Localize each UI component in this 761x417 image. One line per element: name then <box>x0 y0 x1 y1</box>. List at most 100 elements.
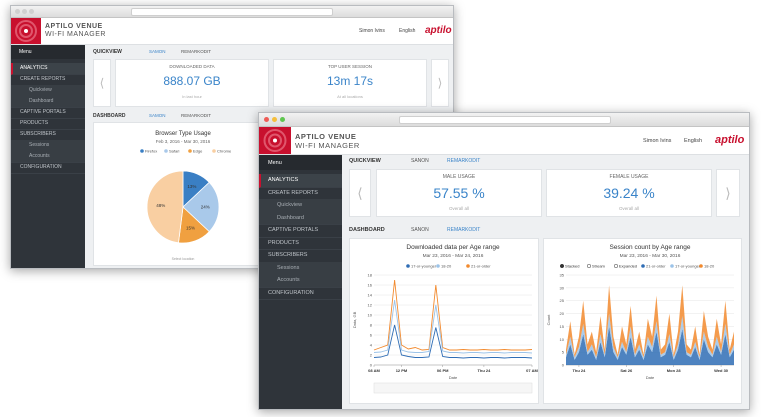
legend-swatch <box>699 264 703 268</box>
minimize-button[interactable] <box>272 117 277 122</box>
brand-name: APTILO VENUE <box>295 132 357 141</box>
sidebar: Menu ANALYTICS CREATE REPORTS Quickview Das… <box>259 155 342 409</box>
card-label: MALE USAGE <box>442 174 476 180</box>
legend-swatch <box>466 264 470 268</box>
pie-slice <box>146 170 184 244</box>
y-tick-label: 8 <box>370 323 373 328</box>
menu-item[interactable]: PRODUCTS <box>11 118 85 130</box>
slice-label: 24% <box>201 205 210 210</box>
line-chart: Downloaded data per Age range Mar 23, 201… <box>352 244 538 394</box>
menu-item[interactable]: CONFIGURATION <box>259 287 342 300</box>
prev-arrow[interactable]: ⟨ <box>93 59 111 107</box>
submenu-item[interactable]: Quickview <box>259 199 342 213</box>
next-arrow[interactable]: ⟩ <box>431 59 449 107</box>
menu-item[interactable]: CONFIGURATION <box>11 162 85 174</box>
legend-label: 21-or-older <box>646 264 666 269</box>
menu-header: Menu <box>259 155 342 170</box>
section-title: DASHBOARD <box>349 227 385 233</box>
chart-subtitle: Feb 3, 2016 - Mar 30, 2016 <box>156 139 211 144</box>
range-selector <box>373 382 533 394</box>
chart-title: Browser Type Usage <box>155 131 211 137</box>
menu-item[interactable]: CREATE REPORTS <box>259 187 342 200</box>
x-tick-label: 07 AM <box>526 368 538 373</box>
x-tick-label: Sat 26 <box>620 368 633 373</box>
control-label: Stacked <box>565 264 579 269</box>
title-bar <box>259 113 749 127</box>
section-title: DASHBOARD <box>93 113 126 119</box>
brand-name: APTILO VENUE <box>45 23 103 30</box>
user-menu[interactable]: Simon Ivins <box>359 28 385 34</box>
product-name: WI-FI MANAGER <box>295 141 360 150</box>
submenu-item[interactable]: Sessions <box>259 261 342 275</box>
pie-chart: Browser Type Usage Feb 3, 2016 - Mar 30, … <box>140 131 232 261</box>
card-value: 13m 17s <box>326 74 374 88</box>
location-tab[interactable]: REMARKODIT <box>181 49 212 54</box>
radio-button <box>559 263 565 269</box>
slice-label: 48% <box>156 203 165 208</box>
card-note: Overall all <box>618 206 639 211</box>
submenu-item[interactable]: Dashboard <box>11 96 85 108</box>
legend-swatch <box>641 264 645 268</box>
location-tab[interactable]: REMARKODIT <box>447 158 481 164</box>
menu-item[interactable]: PRODUCTS <box>259 237 342 250</box>
data-line <box>373 324 533 359</box>
y-tick-label: 6 <box>370 333 373 338</box>
location-tab[interactable]: REMARKODIT <box>447 227 481 233</box>
menu-item[interactable]: ANALYTICS <box>11 63 85 75</box>
menu-item[interactable]: SUBSCRIBERS <box>259 249 342 263</box>
zoom-button[interactable] <box>280 117 285 122</box>
x-tick-label: Thu 24 <box>477 368 491 373</box>
legend-label: 17-or-younger <box>411 264 437 269</box>
menu-item[interactable]: ANALYTICS <box>259 174 342 188</box>
prev-arrow[interactable]: ⟨ <box>349 169 371 217</box>
menu-title: Menu <box>19 49 32 55</box>
panel-footer: Select location <box>172 257 195 261</box>
radio-button <box>586 263 592 269</box>
menu-item[interactable]: CAPTIVE PORTALS <box>259 224 342 238</box>
close-button[interactable] <box>264 117 269 122</box>
menu-header: Menu <box>11 45 85 59</box>
address-bar[interactable] <box>399 116 611 124</box>
submenu-item[interactable]: Accounts <box>11 151 85 163</box>
language-menu[interactable]: English <box>684 138 703 144</box>
y-tick-label: 4 <box>370 343 373 348</box>
x-axis-label: Date <box>646 375 655 380</box>
location-tab[interactable]: SANON <box>411 227 429 233</box>
window-button[interactable] <box>29 9 34 14</box>
submenu-item[interactable]: Accounts <box>259 274 342 288</box>
location-tab[interactable]: SAMON <box>149 113 166 118</box>
card-note: In last hour <box>182 94 202 99</box>
chart-title: Session count by Age range <box>610 244 691 251</box>
data-area <box>566 313 734 360</box>
stat-card: MALE USAGE 57.55 % Overall all <box>376 169 542 217</box>
x-tick-label: 12 PM <box>396 368 408 373</box>
user-menu[interactable]: Simon Ivins <box>643 138 672 144</box>
language-menu[interactable]: English <box>399 28 416 34</box>
address-bar[interactable] <box>131 8 333 16</box>
pie-slice <box>182 181 220 233</box>
x-tick-label: 06 PM <box>437 368 449 373</box>
next-arrow[interactable]: ⟩ <box>716 169 740 217</box>
legend-label: Firefox <box>145 149 157 154</box>
window-button[interactable] <box>22 9 27 14</box>
legend-label: 17-or-younger <box>675 264 701 269</box>
chart-panel: Session count by Age range Mar 23, 2016 -… <box>543 238 742 404</box>
submenu-item[interactable]: Dashboard <box>259 211 342 225</box>
radio-button <box>613 263 619 269</box>
window-button[interactable] <box>15 9 20 14</box>
menu-item[interactable]: CAPTIVE PORTALS <box>11 107 85 119</box>
data-line <box>373 279 533 351</box>
legend-swatch <box>164 149 168 153</box>
location-tab[interactable]: REMARKODIT <box>181 113 212 118</box>
x-tick-label: 08 AM <box>368 368 380 373</box>
location-tab[interactable]: SANON <box>411 158 429 164</box>
stat-card: DOWNLOADED DATA 888.07 GB In last hour <box>115 59 269 107</box>
location-tab[interactable]: SAMON <box>149 49 166 54</box>
chart-subtitle: Mar 23, 2016 - Mar 30, 2016 <box>620 253 681 259</box>
legend-label: 18-20 <box>441 264 452 269</box>
y-tick-label: 10 <box>368 313 373 318</box>
aptilo-logo: aptilo <box>715 134 745 146</box>
legend-swatch <box>188 149 192 153</box>
x-axis-label: Date <box>449 375 458 380</box>
